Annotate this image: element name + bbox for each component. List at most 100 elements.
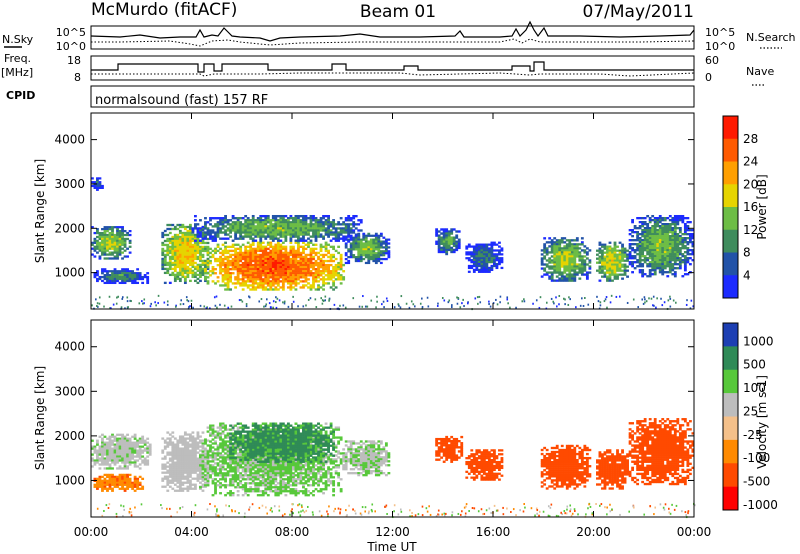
echo-cell (178, 441, 182, 444)
echo-cell (661, 237, 665, 240)
echo-cell (249, 247, 253, 251)
noise-cell (126, 300, 129, 303)
echo-cell (322, 225, 325, 228)
echo-cell (101, 481, 104, 484)
noise-cell (662, 506, 665, 509)
echo-cell (555, 255, 559, 258)
echo-cell (302, 286, 305, 289)
echo-cell (264, 249, 268, 253)
echo-cell (224, 245, 227, 248)
echo-cell (274, 229, 278, 232)
echo-cell (143, 457, 147, 460)
echo-cell (251, 223, 255, 226)
echo-cell (101, 268, 104, 271)
echo-cell (329, 231, 333, 234)
echo-cell (256, 221, 260, 224)
echo-cell (309, 261, 313, 265)
echo-cell (297, 231, 300, 234)
echo-cell (171, 451, 175, 454)
echo-cell (382, 242, 386, 245)
echo-cell (261, 257, 265, 261)
echo-cell (347, 240, 351, 243)
echo-cell (121, 437, 124, 440)
noise-cell (312, 513, 314, 516)
echo-cell (299, 229, 303, 232)
noise-cell (632, 505, 634, 508)
echo-cell (274, 243, 278, 246)
echo-cell (196, 223, 200, 226)
echo-cell (585, 275, 589, 278)
echo-cell (656, 220, 660, 224)
echo-cell (266, 214, 270, 218)
echo-cell (307, 243, 310, 246)
echo-cell (490, 264, 494, 268)
noise-cell (474, 297, 477, 300)
noise-cell (584, 296, 586, 299)
echo-cell (289, 278, 293, 281)
echo-cell (276, 272, 280, 275)
echo-cell (259, 233, 263, 236)
echo-cell (294, 280, 298, 283)
echo-cell (138, 437, 142, 440)
echo-cell (681, 239, 685, 242)
echo-cell (475, 257, 479, 260)
echo-cell (176, 473, 180, 476)
echo-cell (558, 257, 562, 260)
echo-cell (658, 251, 662, 254)
echo-cell (148, 453, 152, 456)
echo-cell (651, 241, 655, 244)
echo-cell (178, 277, 182, 281)
echo-cell (636, 239, 640, 242)
echo-cell (229, 227, 232, 230)
echo-cell (332, 276, 336, 279)
echo-cell (111, 461, 114, 464)
echo-cell (553, 259, 557, 262)
echo-cell (312, 243, 315, 246)
echo-cell (236, 263, 240, 267)
echo-cell (251, 278, 255, 281)
echo-cell (136, 439, 140, 442)
echo-cell (276, 265, 280, 269)
echo-cell (302, 237, 305, 240)
noise-cell (654, 506, 657, 509)
echo-cell (681, 253, 685, 256)
echo-cell (101, 447, 104, 450)
echo-cell (106, 277, 109, 281)
echo-cell (540, 249, 544, 252)
echo-cell (676, 255, 680, 258)
echo-cell (204, 268, 207, 271)
echo-cell (121, 281, 124, 285)
echo-cell (314, 219, 318, 222)
echo-cell (183, 267, 187, 271)
noise-cell (154, 301, 156, 304)
echo-cell (661, 241, 665, 244)
echo-cell (108, 439, 112, 442)
echo-cell (671, 263, 675, 266)
echo-cell (254, 235, 258, 238)
noise-cell (575, 306, 577, 309)
echo-cell (374, 238, 378, 241)
echo-cell (648, 269, 652, 272)
echo-cell (281, 223, 285, 226)
noise-cell (271, 510, 273, 513)
echo-cell (671, 241, 675, 244)
echo-cell (98, 257, 102, 260)
echo-cell (261, 261, 265, 265)
echo-cell (181, 265, 185, 269)
echo-cell (560, 263, 564, 266)
echo-cell (668, 223, 672, 226)
echo-cell (304, 268, 308, 271)
echo-cell (259, 249, 263, 253)
noise-cell (190, 299, 193, 302)
noise-cell (282, 301, 284, 304)
echo-cell (201, 267, 205, 271)
noise-cell (587, 303, 590, 306)
echo-cell (181, 269, 185, 273)
echo-cell (264, 237, 268, 240)
echo-cell (553, 261, 557, 264)
echo-cell (384, 240, 388, 243)
echo-cell (108, 453, 112, 456)
echo-cell (116, 270, 119, 273)
echo-cell (545, 247, 549, 250)
echo-cell (138, 275, 142, 279)
